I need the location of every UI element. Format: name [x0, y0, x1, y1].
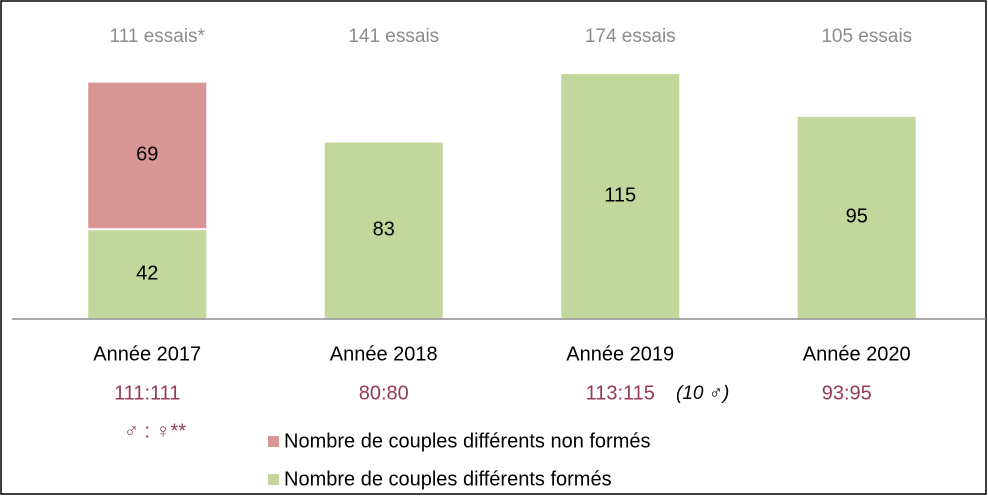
ratio-note: (10 ♂) [676, 383, 729, 404]
legend-swatch [268, 436, 279, 447]
trials-label: 174 essais [585, 26, 676, 47]
ratio-label: 93:95 [822, 382, 872, 404]
bar-segment [559, 72, 682, 320]
x-tick-label: Année 2020 [803, 343, 911, 365]
trials-label: 105 essais [821, 26, 912, 47]
x-tick-label: Année 2019 [566, 343, 674, 365]
bar-segment [322, 140, 445, 320]
legend-label: Nombre de couples différents non formés [284, 430, 651, 452]
data-label: 69 [136, 144, 158, 166]
ratio-label: 111:111 [114, 382, 180, 404]
legend-label: Nombre de couples différents formés [284, 468, 612, 490]
bar-segment [86, 80, 209, 231]
data-label: 83 [373, 219, 395, 241]
trials-label: 141 essais [348, 26, 439, 47]
legend-swatch [268, 474, 279, 485]
data-label: 42 [136, 262, 158, 284]
data-label: 95 [846, 206, 868, 228]
trials-label: 111 essais* [110, 26, 206, 47]
x-tick-label: Année 2017 [93, 343, 201, 365]
ratio-label: 80:80 [359, 382, 409, 404]
ratio-label: 113:115 [586, 382, 655, 404]
sex-ratio: ♂ : ♀** [124, 420, 186, 442]
data-label: 115 [604, 184, 636, 206]
x-tick-label: Année 2018 [330, 343, 438, 365]
